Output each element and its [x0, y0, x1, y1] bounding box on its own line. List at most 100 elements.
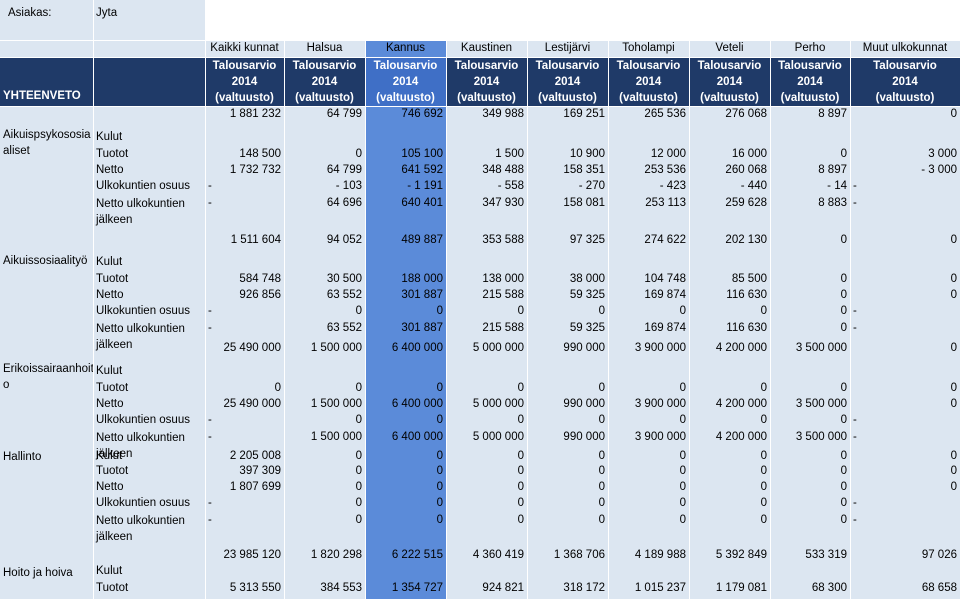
grid-vline — [93, 0, 94, 599]
row-label: Netto ulkokuntien jälkeen — [96, 432, 185, 460]
value-cell: 0 — [840, 497, 847, 509]
value-cell: 0 — [950, 289, 957, 301]
value-cell: 3 900 000 — [634, 342, 686, 354]
value-cell: 64 799 — [326, 164, 362, 176]
value-cell: 158 081 — [563, 197, 605, 209]
value-cell: 1 732 732 — [229, 164, 281, 176]
value-cell: 924 821 — [482, 582, 524, 594]
value-cell: 1 511 604 — [230, 234, 281, 246]
value-cell: 59 325 — [569, 289, 605, 301]
dash-cell: - — [208, 414, 212, 426]
value-cell: 0 — [598, 497, 605, 509]
value-cell: 0 — [679, 497, 686, 509]
header-line: (valtuusto) — [538, 92, 597, 104]
value-cell: 3 900 000 — [634, 398, 686, 410]
value-cell: 1 500 — [495, 148, 524, 160]
value-cell: 0 — [355, 450, 362, 462]
value-cell: 0 — [679, 382, 686, 394]
value-cell: 0 — [355, 514, 362, 526]
value-cell: 1 015 237 — [634, 582, 686, 594]
value-cell: 641 592 — [401, 164, 443, 176]
value-cell: 6 400 000 — [391, 431, 443, 443]
dash-cell: - — [853, 180, 857, 192]
value-cell: 0 — [517, 450, 524, 462]
value-cell: 8 897 — [818, 164, 847, 176]
column-header-toholampi[interactable]: Toholampi — [622, 42, 675, 54]
value-cell: 4 200 000 — [715, 342, 767, 354]
row-label: Kulut — [96, 256, 123, 268]
value-cell: - 423 — [659, 180, 686, 192]
value-cell: 397 309 — [239, 465, 281, 477]
value-cell: 169 874 — [644, 322, 686, 334]
column-header-veteli[interactable]: Veteli — [715, 42, 744, 54]
value-cell: 1 881 232 — [229, 108, 281, 120]
column-header-lestijärvi[interactable]: Lestijärvi — [544, 42, 591, 54]
value-cell: - 3 000 — [921, 164, 957, 176]
column-header-muut-ulkokunnat[interactable]: Muut ulkokunnat — [862, 42, 948, 54]
value-cell: 0 — [598, 382, 605, 394]
value-cell: 8 883 — [818, 197, 847, 209]
value-cell: 0 — [679, 465, 686, 477]
value-cell: 0 — [436, 514, 443, 526]
value-cell: 0 — [950, 108, 957, 120]
column-header-perho[interactable]: Perho — [794, 42, 826, 54]
value-cell: 5 000 000 — [472, 431, 524, 443]
value-cell: 5 000 000 — [472, 398, 524, 410]
row-label: Kulut — [96, 450, 123, 462]
value-cell: 138 000 — [482, 273, 524, 285]
value-cell: 63 552 — [326, 289, 362, 301]
row-label: Ulkokuntien osuus — [96, 180, 190, 192]
value-cell: 10 900 — [569, 148, 605, 160]
value-cell: 0 — [355, 148, 362, 160]
dash-cell: - — [208, 514, 212, 526]
value-cell: 0 — [598, 450, 605, 462]
value-cell: 0 — [355, 414, 362, 426]
row-label: Tuotot — [96, 148, 129, 160]
value-cell: 6 222 515 — [391, 549, 443, 561]
column-header-kaustinen[interactable]: Kaustinen — [460, 42, 513, 54]
grid-vline — [365, 40, 366, 599]
grid-vline — [446, 40, 447, 599]
value-cell: 1 179 081 — [715, 582, 767, 594]
header-line: Talousarvio — [292, 60, 357, 72]
dash-cell: - — [208, 197, 212, 209]
row-label: Kulut — [96, 131, 123, 143]
header-line: (valtuusto) — [875, 92, 935, 104]
header-line: (valtuusto) — [457, 92, 516, 104]
value-cell: 1 354 727 — [391, 582, 443, 594]
value-cell: 188 000 — [401, 273, 443, 285]
value-cell: 0 — [436, 414, 443, 426]
header-line: Talousarvio — [778, 60, 842, 72]
value-cell: 5 000 000 — [472, 342, 524, 354]
value-cell: 0 — [950, 273, 957, 285]
value-cell: 4 360 419 — [472, 549, 524, 561]
column-header-kaikki-kunnat[interactable]: Kaikki kunnat — [210, 42, 279, 54]
header-line: (valtuusto) — [376, 92, 435, 104]
value-cell: 0 — [436, 481, 443, 493]
grid-hline — [0, 57, 960, 58]
value-cell: 0 — [598, 414, 605, 426]
column-header-kannus[interactable]: Kannus — [365, 40, 446, 57]
value-cell: 260 068 — [725, 164, 767, 176]
value-cell: 990 000 — [563, 431, 605, 443]
value-cell: 0 — [679, 414, 686, 426]
value-cell: 0 — [950, 382, 957, 394]
value-cell: 0 — [436, 305, 443, 317]
client-name: Jyta — [96, 7, 118, 19]
value-cell: 489 887 — [401, 234, 443, 246]
header-line: (valtuusto) — [700, 92, 759, 104]
value-cell: 353 588 — [482, 234, 524, 246]
header-line: Talousarvio — [454, 60, 519, 72]
dash-cell: - — [853, 514, 857, 526]
column-header-budget: Talousarvio 2014 (valtuusto) — [770, 58, 850, 106]
header-line: Talousarvio — [212, 60, 277, 72]
column-header-halsua[interactable]: Halsua — [306, 42, 343, 54]
value-cell: 3 500 000 — [795, 342, 847, 354]
value-cell: 259 628 — [725, 197, 767, 209]
value-cell: 1 500 000 — [310, 398, 362, 410]
row-label: Ulkokuntien osuus — [96, 497, 190, 509]
value-cell: - 440 — [740, 180, 767, 192]
value-cell: 1 368 706 — [553, 549, 605, 561]
value-cell: - 558 — [497, 180, 524, 192]
value-cell: 0 — [355, 305, 362, 317]
